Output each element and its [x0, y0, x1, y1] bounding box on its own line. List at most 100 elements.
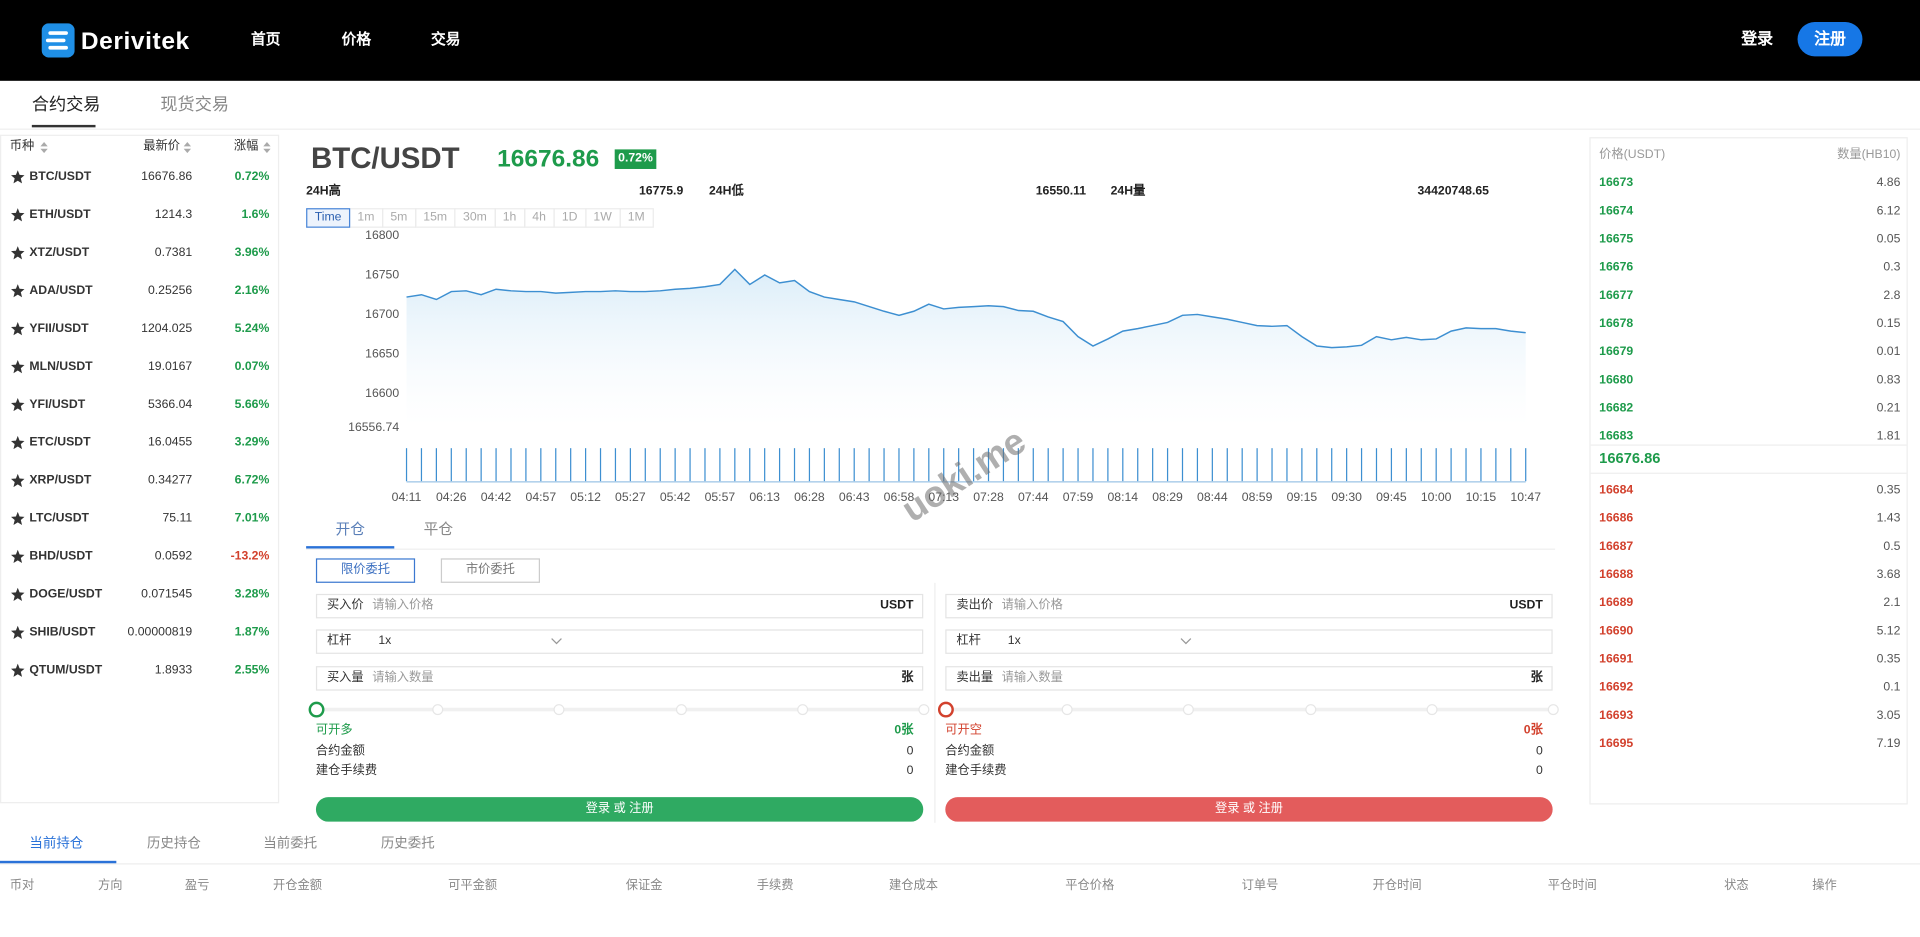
tab-active[interactable]: 合约交易 [31, 94, 101, 114]
ask-price[interactable]: 16679 [1599, 345, 1634, 359]
market-pair[interactable]: YFI/USDT [29, 397, 86, 412]
interval-button[interactable]: 1W [584, 208, 621, 228]
market-pair[interactable]: QTUM/USDT [29, 663, 103, 678]
positions-column: 平仓时间 [1547, 879, 1597, 893]
market-pair[interactable]: ETH/USDT [29, 208, 91, 222]
market-pair[interactable]: ADA/USDT [29, 284, 93, 298]
header-bar [0, 0, 1920, 81]
market-price: 75.11 [162, 511, 193, 526]
order-type-button[interactable]: 限价委托 [315, 558, 416, 583]
pair-title: BTC/USDT [311, 142, 460, 176]
ask-price[interactable]: 16675 [1599, 232, 1634, 247]
interval-button[interactable]: 30m [454, 208, 496, 228]
ask-price[interactable]: 16683 [1599, 429, 1634, 444]
book-divider [1590, 472, 1907, 474]
market-pair[interactable]: MLN/USDT [29, 360, 93, 374]
login-link[interactable]: 登录 [1741, 29, 1774, 48]
nav-link[interactable]: 价格 [341, 30, 372, 48]
market-pair[interactable]: BHD/USDT [29, 549, 93, 564]
interval-button[interactable]: 1M [619, 208, 654, 228]
tab[interactable]: 现货交易 [160, 94, 229, 114]
field-unit: 张 [1530, 671, 1543, 685]
ask-price[interactable]: 16682 [1599, 401, 1634, 416]
chevron-icon [1180, 638, 1192, 645]
star-icon [11, 625, 25, 639]
slider-knob[interactable] [308, 701, 325, 718]
nav-link[interactable]: 首页 [251, 30, 281, 48]
x-tick-label: 07:59 [1063, 490, 1094, 504]
bid-price[interactable]: 16693 [1599, 708, 1634, 723]
input-field[interactable] [315, 593, 924, 619]
bid-price[interactable]: 16691 [1599, 652, 1634, 667]
available-label: 可开多 [315, 723, 353, 738]
market-price: 0.0592 [154, 549, 193, 564]
bid-price[interactable]: 16687 [1599, 540, 1634, 554]
bid-price[interactable]: 16688 [1599, 568, 1634, 582]
nav-link[interactable]: 交易 [431, 30, 461, 48]
market-pair[interactable]: BTC/USDT [29, 170, 92, 184]
ask-price[interactable]: 16678 [1599, 317, 1634, 331]
market-pair[interactable]: DOGE/USDT [29, 587, 103, 602]
input-field[interactable] [945, 629, 1553, 654]
positions-column: 状态 [1724, 879, 1749, 893]
market-pair[interactable]: ETC/USDT [29, 435, 91, 450]
interval-button[interactable]: 1D [553, 208, 587, 228]
interval-button[interactable]: 5m [381, 208, 416, 228]
bid-price[interactable]: 16684 [1599, 483, 1634, 498]
submit-button[interactable]: 登录 或 注册 [945, 797, 1553, 822]
positions-tab-active[interactable]: 当前持仓 [29, 835, 84, 851]
market-change: 7.01% [234, 511, 270, 526]
star-icon [11, 208, 25, 222]
book-column: 价格(USDT) [1599, 148, 1666, 162]
bid-qty: 0.35 [1876, 483, 1901, 498]
column-header: 涨幅 [233, 139, 259, 154]
bid-price[interactable]: 16695 [1599, 737, 1634, 751]
input-field[interactable] [315, 666, 924, 691]
market-pair[interactable]: XTZ/USDT [29, 246, 90, 260]
input-field[interactable] [315, 629, 924, 654]
field-placeholder: 请输入价格 [1001, 598, 1063, 613]
market-pair[interactable]: YFII/USDT [29, 322, 89, 336]
tabs-divider [0, 128, 1920, 130]
interval-button[interactable]: 1h [494, 208, 525, 228]
input-field[interactable] [945, 593, 1553, 619]
positions-tab[interactable]: 当前委托 [263, 835, 318, 851]
interval-button[interactable]: Time [306, 208, 351, 228]
ask-qty: 0.21 [1876, 401, 1901, 416]
ask-price[interactable]: 16677 [1599, 288, 1634, 303]
bid-qty: 1.43 [1876, 511, 1901, 526]
ask-price[interactable]: 16676 [1599, 260, 1634, 275]
positions-tab-underline [0, 860, 117, 864]
y-tick-label: 16600 [365, 386, 399, 400]
interval-button[interactable]: 1m [348, 208, 383, 228]
market-price: 5366.04 [147, 397, 193, 412]
register-button[interactable]: 注册 [1797, 22, 1863, 57]
stat-value: 34420748.65 [1417, 184, 1489, 199]
y-tick-label: 16800 [365, 228, 399, 242]
order-type-button[interactable]: 市价委托 [440, 558, 541, 583]
market-pair[interactable]: SHIB/USDT [29, 625, 96, 640]
bid-price[interactable]: 16689 [1599, 596, 1634, 610]
market-change: 0.07% [234, 360, 270, 374]
interval-button[interactable]: 15m [414, 208, 456, 228]
interval-button[interactable]: 4h [523, 208, 555, 228]
positions-tab[interactable]: 历史持仓 [146, 835, 201, 851]
ask-price[interactable]: 16674 [1599, 204, 1634, 218]
form-tab[interactable]: 平仓 [423, 519, 454, 537]
slider-knob[interactable] [937, 701, 954, 718]
positions-column: 建仓成本 [888, 879, 938, 893]
bid-price[interactable]: 16686 [1599, 511, 1634, 526]
submit-button[interactable]: 登录 或 注册 [315, 797, 924, 822]
form-tab-active[interactable]: 开仓 [335, 519, 365, 537]
positions-tab[interactable]: 历史委托 [380, 835, 435, 851]
market-pair[interactable]: XRP/USDT [29, 473, 92, 488]
ask-price[interactable]: 16680 [1599, 373, 1634, 387]
logo-text[interactable]: Derivitek [80, 28, 190, 56]
bid-price[interactable]: 16692 [1599, 680, 1634, 695]
ask-price[interactable]: 16673 [1599, 176, 1634, 190]
input-field[interactable] [945, 666, 1553, 691]
market-pair[interactable]: LTC/USDT [29, 511, 90, 526]
bid-price[interactable]: 16690 [1599, 624, 1634, 638]
